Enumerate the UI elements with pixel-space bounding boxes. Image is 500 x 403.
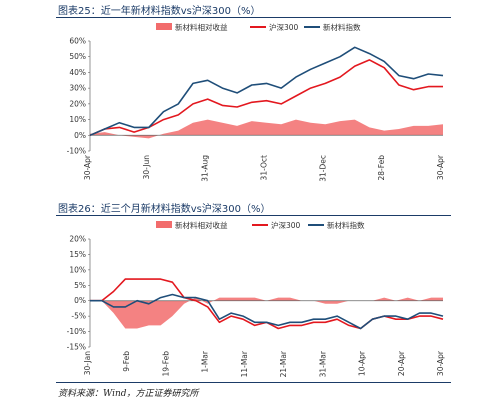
x-tick-label: 20-Apr — [397, 350, 406, 376]
legend-label: 新材料指数 — [323, 22, 361, 32]
legend-swatch-excess — [156, 23, 172, 30]
legend-label: 沪深300 — [269, 22, 299, 32]
x-tick-label: 31-Mar — [318, 350, 327, 377]
x-tick-label: 31-Dec — [318, 155, 327, 182]
x-tick-label: 10-Apr — [358, 350, 367, 376]
y-tick-label: 20% — [69, 235, 86, 244]
source-rule — [56, 382, 451, 383]
figure-25-chart: 新材料相对收益 沪深300 新材料指数 60% 50% 40% 30% 20% 10% 0% -10… — [67, 22, 445, 182]
x-tick-label: 30-Apr — [436, 350, 445, 376]
series-line-index — [89, 46, 444, 137]
x-tick-label: 31-Aug — [201, 155, 210, 182]
y-tick-label: -10% — [67, 327, 86, 336]
x-tick-label: 30-Jan — [83, 351, 92, 375]
figure-26-chart: 新材料相对收益 沪深300 新材料指数 20% 15% 10% 5% 0% -5% -10% -15… — [67, 220, 445, 377]
x-tick-label: 30-Jun — [142, 155, 151, 180]
series-line-index — [90, 293, 444, 330]
legend-label: 新材料相对收益 — [175, 22, 228, 32]
legend-label: 新材料相对收益 — [175, 220, 228, 230]
x-tick-label: 19-Feb — [161, 351, 170, 377]
x-tick-label: 1-Mar — [201, 350, 210, 373]
x-tick-label: 30-Apr — [83, 154, 92, 180]
y-tick-label: 40% — [69, 68, 86, 77]
y-tick-label: -10% — [67, 147, 86, 156]
y-tick-label: 30% — [69, 84, 86, 93]
series-area-excess — [90, 297, 443, 329]
y-tick-label: 10% — [69, 265, 86, 274]
x-tick-label: 9-Feb — [122, 351, 131, 372]
series-area-excess — [90, 119, 443, 139]
y-tick-label: -15% — [67, 343, 86, 352]
y-tick-label: 15% — [69, 250, 86, 259]
figure-26-title-rule — [56, 215, 451, 216]
legend-label: 沪深300 — [271, 220, 301, 230]
x-tick-label: 21-Mar — [279, 350, 288, 377]
source-note: 资料来源：Wind，方正证券研究所 — [58, 389, 199, 399]
legend-swatch-excess — [156, 221, 172, 228]
y-tick-label: 20% — [69, 99, 86, 108]
y-tick-label: 50% — [69, 52, 86, 61]
y-tick-label: -5% — [71, 312, 86, 321]
x-tick-label: 28-Feb — [377, 155, 386, 181]
y-tick-label: 0% — [74, 131, 86, 140]
figure-25-title-rule — [56, 17, 451, 18]
y-tick-label: 10% — [69, 115, 86, 124]
figure-25-title: 图表25：近一年新材料指数vs沪深300（%） — [58, 6, 261, 17]
y-tick-label: 5% — [74, 281, 86, 290]
figure-26-title: 图表26：近三个月新材料指数vs沪深300（%） — [58, 204, 271, 215]
legend-label: 新材料指数 — [327, 220, 365, 230]
x-tick-label: 11-Mar — [240, 350, 249, 377]
x-tick-label: 30-Apr — [436, 154, 445, 180]
y-tick-label: 60% — [69, 37, 86, 46]
x-tick-label: 31-Oct — [260, 155, 269, 180]
y-tick-label: 0% — [74, 296, 86, 305]
